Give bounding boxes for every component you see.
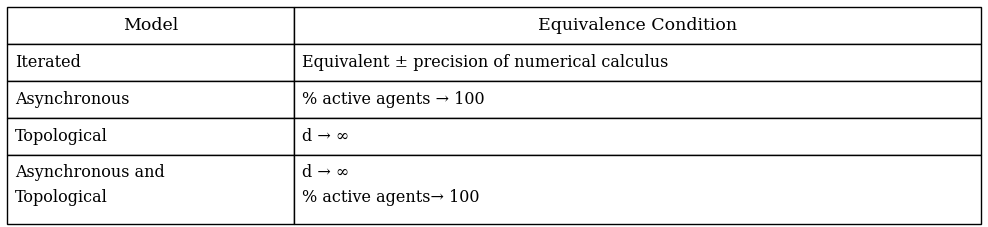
Text: Iterated: Iterated (15, 54, 81, 71)
Bar (294, 155, 981, 224)
Text: Equivalent ± precision of numerical calculus: Equivalent ± precision of numerical calc… (302, 54, 669, 71)
Text: Topological: Topological (15, 128, 108, 145)
Text: d → ∞
% active agents→ 100: d → ∞ % active agents→ 100 (302, 164, 480, 206)
Bar (7, 81, 294, 118)
Bar (294, 118, 981, 155)
Bar (294, 44, 981, 81)
Text: Equivalence Condition: Equivalence Condition (538, 17, 737, 34)
Bar (7, 7, 294, 44)
Text: Asynchronous: Asynchronous (15, 91, 129, 108)
Text: Asynchronous and
Topological: Asynchronous and Topological (15, 164, 165, 206)
Text: d → ∞: d → ∞ (302, 128, 350, 145)
Bar (7, 155, 294, 224)
Bar (7, 44, 294, 81)
Bar (294, 7, 981, 44)
Bar (7, 118, 294, 155)
Text: % active agents → 100: % active agents → 100 (302, 91, 485, 108)
Bar (294, 81, 981, 118)
Text: Model: Model (124, 17, 178, 34)
